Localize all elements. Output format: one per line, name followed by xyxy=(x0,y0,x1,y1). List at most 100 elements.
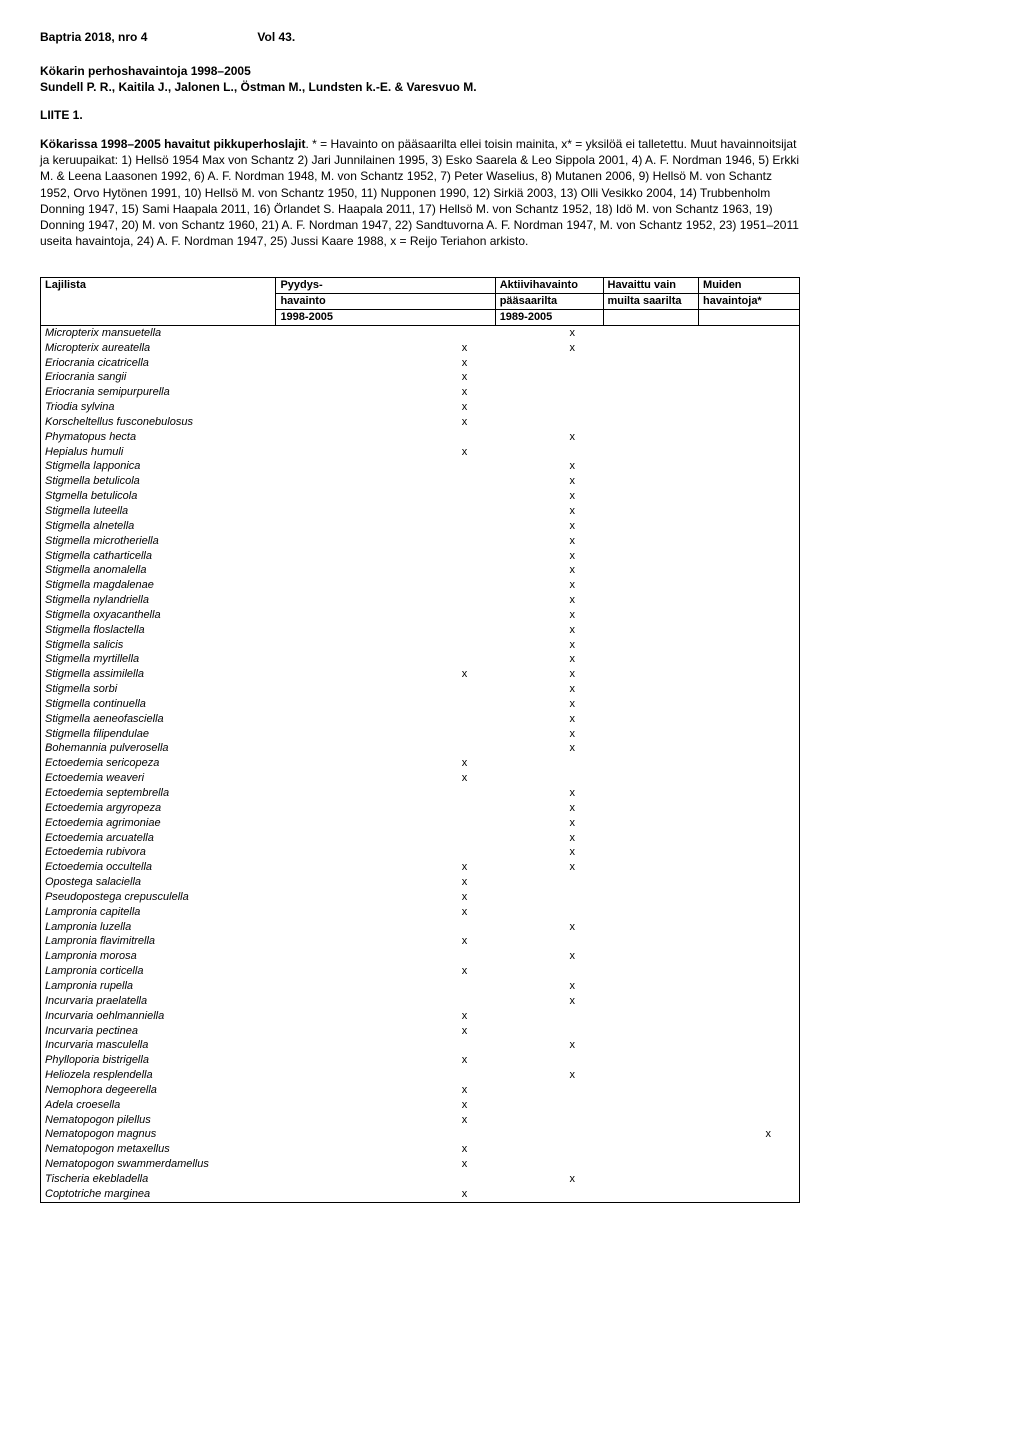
mark-cell xyxy=(699,875,800,890)
mark-cell: x xyxy=(495,578,603,593)
mark-cell xyxy=(699,1083,800,1098)
mark-cell xyxy=(603,697,699,712)
mark-cell xyxy=(276,845,495,860)
mark-cell xyxy=(603,860,699,875)
mark-cell xyxy=(603,712,699,727)
mark-cell xyxy=(603,638,699,653)
mark-cell xyxy=(495,400,603,415)
intro-text: . * = Havainto on pääsaarilta ellei tois… xyxy=(40,137,799,248)
species-name: Nematopogon swammerdamellus xyxy=(41,1157,276,1172)
mark-cell xyxy=(276,697,495,712)
mark-cell xyxy=(699,920,800,935)
mark-cell: x xyxy=(276,964,495,979)
mark-cell xyxy=(603,430,699,445)
mark-cell xyxy=(699,890,800,905)
mark-cell xyxy=(603,1142,699,1157)
mark-cell xyxy=(603,771,699,786)
species-name: Micropterix aureatella xyxy=(41,341,276,356)
mark-cell xyxy=(699,623,800,638)
mark-cell xyxy=(699,964,800,979)
table-row: Stigmella nylandriellax xyxy=(41,593,800,608)
mark-cell xyxy=(699,638,800,653)
mark-cell xyxy=(699,504,800,519)
mark-cell xyxy=(276,608,495,623)
mark-cell: x xyxy=(276,860,495,875)
mark-cell: x xyxy=(276,1142,495,1157)
species-name: Ectoedemia agrimoniae xyxy=(41,816,276,831)
mark-cell: x xyxy=(495,801,603,816)
mark-cell xyxy=(276,325,495,340)
mark-cell xyxy=(495,445,603,460)
mark-cell xyxy=(276,741,495,756)
mark-cell xyxy=(276,549,495,564)
mark-cell: x xyxy=(495,994,603,1009)
mark-cell xyxy=(276,1127,495,1142)
mark-cell xyxy=(603,652,699,667)
species-name: Ectoedemia septembrella xyxy=(41,786,276,801)
mark-cell xyxy=(603,949,699,964)
mark-cell: x xyxy=(276,341,495,356)
mark-cell xyxy=(699,994,800,1009)
mark-cell xyxy=(276,652,495,667)
table-row: Stigmella betulicolax xyxy=(41,474,800,489)
table-row: Stigmella continuellax xyxy=(41,697,800,712)
mark-cell: x xyxy=(495,341,603,356)
mark-cell: x xyxy=(495,831,603,846)
species-name: Stigmella oxyacanthella xyxy=(41,608,276,623)
mark-cell: x xyxy=(495,860,603,875)
mark-cell xyxy=(699,727,800,742)
mark-cell: x xyxy=(276,1098,495,1113)
table-row: Incurvaria pectineax xyxy=(41,1024,800,1039)
table-row: Micropterix aureatellaxx xyxy=(41,341,800,356)
mark-cell: x xyxy=(495,1172,603,1187)
mark-cell xyxy=(603,920,699,935)
mark-cell xyxy=(603,415,699,430)
species-name: Stigmella luteella xyxy=(41,504,276,519)
col-header-muiden-2: havaintoja* xyxy=(699,294,800,310)
mark-cell xyxy=(603,1024,699,1039)
mark-cell: x xyxy=(276,771,495,786)
mark-cell xyxy=(603,1187,699,1202)
mark-cell xyxy=(699,831,800,846)
species-name: Incurvaria masculella xyxy=(41,1038,276,1053)
mark-cell xyxy=(603,474,699,489)
table-row: Stigmella salicisx xyxy=(41,638,800,653)
mark-cell xyxy=(603,994,699,1009)
col-header-empty-2 xyxy=(699,310,800,326)
mark-cell xyxy=(699,563,800,578)
table-row: Stigmella oxyacanthellax xyxy=(41,608,800,623)
mark-cell xyxy=(276,1172,495,1187)
mark-cell xyxy=(276,831,495,846)
mark-cell xyxy=(276,994,495,1009)
mark-cell xyxy=(699,593,800,608)
mark-cell: x xyxy=(495,667,603,682)
mark-cell xyxy=(495,1127,603,1142)
mark-cell xyxy=(603,325,699,340)
mark-cell xyxy=(699,1024,800,1039)
mark-cell xyxy=(495,1098,603,1113)
mark-cell: x xyxy=(495,949,603,964)
mark-cell xyxy=(699,445,800,460)
mark-cell xyxy=(699,801,800,816)
mark-cell xyxy=(603,623,699,638)
mark-cell: x xyxy=(276,1157,495,1172)
table-row: Nemophora degeerellax xyxy=(41,1083,800,1098)
col-header-aktiivi-1: Aktiivihavainto xyxy=(495,278,603,294)
mark-cell xyxy=(495,964,603,979)
mark-cell: x xyxy=(276,1113,495,1128)
mark-cell xyxy=(699,949,800,964)
species-name: Stigmella microtheriella xyxy=(41,534,276,549)
mark-cell xyxy=(699,400,800,415)
species-name: Incurvaria praelatella xyxy=(41,994,276,1009)
mark-cell: x xyxy=(495,786,603,801)
mark-cell xyxy=(276,1068,495,1083)
mark-cell: x xyxy=(276,667,495,682)
mark-cell: x xyxy=(276,415,495,430)
mark-cell xyxy=(495,370,603,385)
mark-cell xyxy=(495,356,603,371)
species-name: Lampronia flavimitrella xyxy=(41,934,276,949)
mark-cell xyxy=(603,667,699,682)
mark-cell xyxy=(276,1038,495,1053)
table-row: Ectoedemia septembrella x xyxy=(41,786,800,801)
mark-cell xyxy=(603,1068,699,1083)
